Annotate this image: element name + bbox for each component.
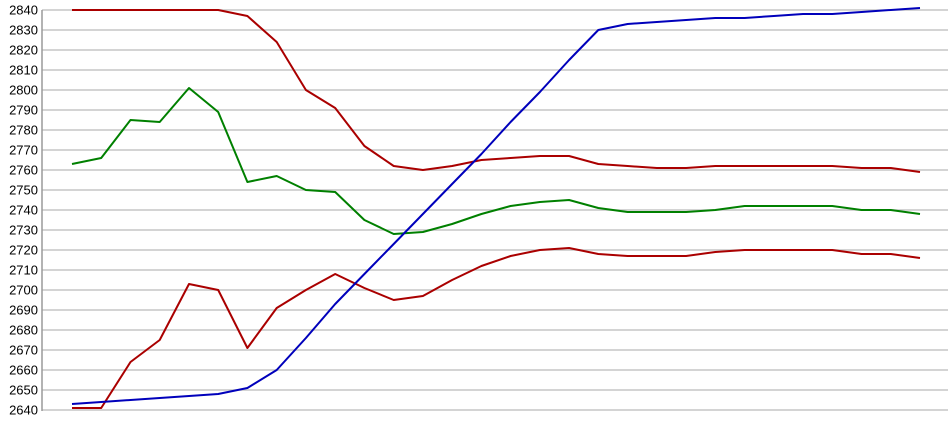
y-axis-tick-label: 2670 (9, 343, 38, 358)
y-axis-tick-label: 2760 (9, 163, 38, 178)
y-axis-tick-label: 2790 (9, 103, 38, 118)
series-line-lower-dark-red (72, 247, 921, 409)
y-axis-tick-label: 2720 (9, 243, 38, 258)
y-axis-tick-label: 2800 (9, 83, 38, 98)
y-axis-tick-label: 2810 (9, 63, 38, 78)
y-axis-tick-label: 2820 (9, 43, 38, 58)
series-line-green (71, 87, 921, 235)
y-axis-tick-label: 2730 (9, 223, 38, 238)
y-axis-tick-label: 2740 (9, 203, 38, 218)
y-axis-tick-label: 2770 (9, 143, 38, 158)
series-line-upper-dark-red (72, 9, 921, 173)
y-axis-tick-label: 2680 (9, 323, 38, 338)
y-axis-tick-label: 2710 (9, 263, 38, 278)
y-axis-tick-label: 2840 (9, 3, 38, 18)
y-axis-tick-label: 2650 (9, 383, 38, 398)
y-axis-tick-label: 2700 (9, 283, 38, 298)
y-axis-tick-label: 2640 (9, 403, 38, 418)
y-axis-tick-label: 2830 (9, 23, 38, 38)
y-axis-tick-label: 2780 (9, 123, 38, 138)
y-axis-tick-label: 2660 (9, 363, 38, 378)
y-axis-tick-label: 2750 (9, 183, 38, 198)
series-line-blue (71, 7, 921, 405)
y-axis-tick-label: 2690 (9, 303, 38, 318)
